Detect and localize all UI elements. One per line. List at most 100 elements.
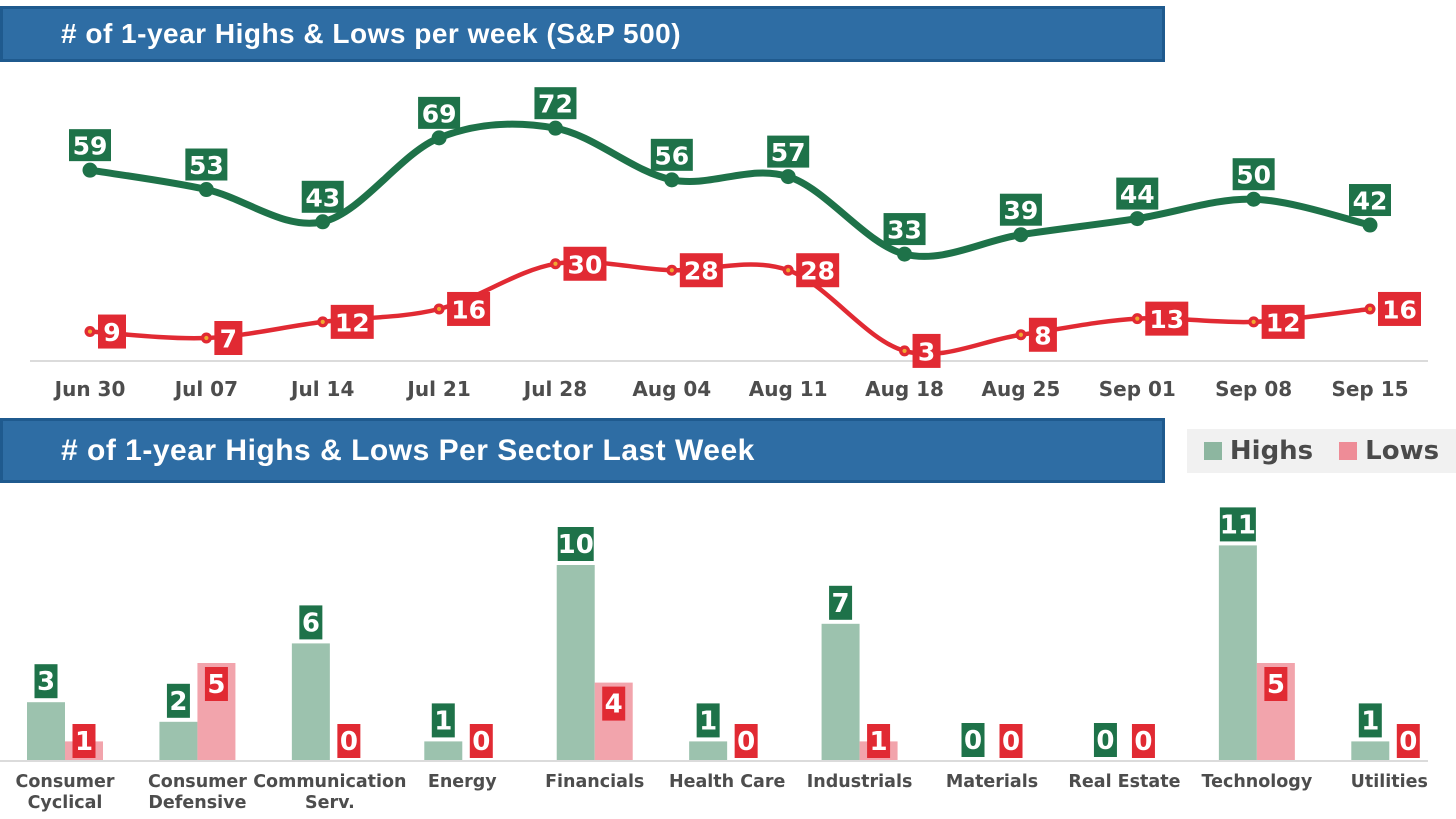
data-label-text: Jul 07 — [173, 377, 238, 401]
highs-data-point — [1129, 211, 1145, 227]
data-label-text: 28 — [800, 257, 835, 286]
highs-data-label-box — [883, 213, 926, 246]
lows-data-point-center — [87, 329, 93, 334]
lows-data-label-box — [447, 291, 491, 326]
data-label-text: Jun 30 — [53, 377, 126, 401]
data-label-text: Cyclical — [28, 793, 103, 813]
data-label-text: 0 — [1096, 726, 1114, 756]
highs-data-label-box — [69, 129, 111, 162]
data-label-text: Real Estate — [1068, 772, 1180, 792]
highs-data-point — [897, 246, 913, 262]
data-label-text: 44 — [1120, 180, 1155, 209]
highs-data-point — [780, 169, 796, 185]
highs-data-label-box — [185, 148, 228, 181]
data-label-text: 0 — [737, 727, 755, 757]
lows-data-point-center — [1135, 316, 1140, 321]
data-label-text: 56 — [654, 141, 689, 170]
highs-data-point — [547, 120, 563, 136]
lows-bar-label-box — [337, 724, 361, 758]
data-label-text: 53 — [189, 151, 224, 180]
data-label-text: 7 — [832, 589, 850, 619]
lows-data-point-center — [1251, 319, 1256, 324]
lows-bar — [197, 663, 236, 761]
data-label-text: Aug 11 — [749, 377, 828, 401]
data-label-text: 1 — [1361, 706, 1379, 736]
highs-bar-label-box — [696, 703, 720, 738]
highs-bar-label-box — [557, 527, 594, 561]
data-label-text: 16 — [451, 295, 486, 324]
data-label-text: Jul 14 — [289, 377, 354, 401]
lows-data-label-box — [679, 253, 723, 288]
highs-data-point — [1362, 217, 1378, 233]
line-chart-title: # of 1-year Highs & Lows per week (S&P 5… — [61, 18, 682, 49]
highs-data-point — [431, 130, 447, 146]
highs-bar — [424, 741, 463, 761]
highs-data-label-box — [767, 135, 810, 168]
highs-data-label-box — [1349, 184, 1391, 217]
lows-data-label-box — [98, 314, 126, 349]
data-label-text: 0 — [340, 727, 358, 757]
highs-bar-label-box — [299, 605, 323, 640]
data-label-text: Technology — [1201, 772, 1312, 792]
highs-bar-label-box — [431, 703, 455, 738]
lows-data-label-box — [563, 246, 607, 281]
lows-data-label-box — [912, 333, 941, 368]
lows-bar-label-box — [204, 667, 228, 701]
highs-bar — [291, 643, 330, 761]
highs-bar — [556, 565, 595, 761]
data-label-text: Sep 01 — [1099, 377, 1176, 401]
lows-bar-label-box — [469, 724, 493, 758]
data-label-text: Communication — [253, 772, 406, 792]
lows-bar-label-box — [1396, 724, 1420, 758]
lows-bar-label-box — [72, 724, 96, 758]
data-label-text: Aug 18 — [865, 377, 944, 401]
highs-data-point — [82, 162, 98, 178]
weekly-highs-lows-line-chart: Jun 30 Jul 07 Jul 14 Jul 21 Jul 28 Aug 04 Aug … — [30, 87, 1428, 401]
lows-bar — [594, 682, 633, 761]
lows-bar-label-box — [602, 686, 626, 721]
lows-series: 9 7 12 16 30 28 28 3 8 13 12 16 — [84, 246, 1421, 368]
highs-legend-swatch-icon — [1203, 442, 1222, 460]
data-label-text: Health Care — [669, 772, 786, 792]
lows-data-point-center — [902, 348, 907, 354]
lows-legend-swatch-icon — [1339, 442, 1358, 460]
highs-data-label-box — [650, 138, 693, 171]
lows-data-label-box — [1028, 317, 1057, 352]
lows-bar — [65, 741, 103, 761]
data-label-text: 59 — [73, 132, 108, 161]
data-label-text: Financials — [545, 772, 644, 792]
bar-chart-title-bar: # of 1-year Highs & Lows Per Sector Last… — [0, 418, 1165, 483]
data-label-text: Aug 04 — [632, 377, 711, 401]
data-label-text: Sep 15 — [1331, 377, 1408, 401]
lows-data-label-box — [1145, 301, 1189, 336]
highs-data-point — [315, 214, 331, 230]
lows-data-point-center — [669, 268, 674, 273]
data-label-text: 5 — [207, 670, 225, 700]
highs-legend-label: Highs — [1229, 436, 1314, 466]
lows-data-point-center — [1018, 332, 1024, 337]
data-label-text: Consumer — [16, 772, 115, 792]
data-label-text: Defensive — [148, 793, 246, 813]
data-label-text: Serv. — [305, 793, 355, 813]
data-label-text: 10 — [558, 530, 594, 560]
data-label-text: 12 — [335, 308, 370, 337]
data-label-text: 0 — [1134, 727, 1152, 757]
highs-data-point — [1013, 227, 1029, 243]
highs-data-point — [664, 172, 680, 188]
lows-data-label-box — [1378, 291, 1421, 326]
lows-data-point-center — [320, 319, 325, 324]
highs-bar — [821, 623, 860, 761]
data-label-text: 28 — [684, 257, 719, 286]
data-label-text: 69 — [422, 99, 457, 128]
data-label-text: 2 — [169, 687, 187, 717]
data-label-text: 0 — [1399, 727, 1417, 757]
highs-bar — [1218, 545, 1257, 761]
highs-bar-label-box — [1219, 507, 1256, 542]
highs-bar-label-box — [961, 723, 985, 757]
line-chart-title-bar: # of 1-year Highs & Lows per week (S&P 5… — [0, 6, 1165, 62]
lows-bar-label-box — [1131, 724, 1155, 758]
lows-data-point-center — [786, 268, 791, 273]
highs-bar-label-box — [1093, 723, 1117, 757]
lows-data-point-center — [553, 261, 558, 266]
highs-bar — [1351, 741, 1390, 761]
